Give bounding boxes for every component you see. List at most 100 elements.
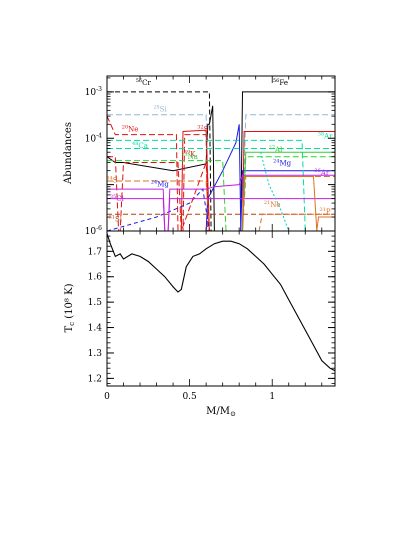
series-line-16: [107, 213, 335, 231]
y-label-sub: c: [68, 322, 76, 326]
bottom-series-group: [107, 233, 335, 372]
bottom-ytick-label: 1.2: [88, 374, 102, 384]
isotope-mass: 20: [122, 125, 128, 131]
isotope-mass: 31: [320, 207, 326, 213]
top-ytick-label: 10-3: [85, 86, 102, 98]
isotope-label-11: 23Na: [181, 152, 198, 161]
series-line-7: [107, 176, 335, 231]
isotope-mass: 39: [184, 150, 190, 156]
series-line-17: [242, 176, 335, 231]
series-line-0: [107, 91, 335, 231]
top-frame: [106, 75, 336, 232]
y-label-unit: (10⁸ K): [64, 283, 75, 321]
isotope-element: Mg: [279, 159, 291, 167]
isotope-element: Ne: [270, 201, 280, 209]
series-line-9: [107, 188, 210, 231]
isotope-element: Si: [115, 216, 123, 224]
isotope-element: P: [326, 208, 331, 216]
x-axis-label: M/M⊙: [206, 406, 236, 418]
isotope-element: Ar: [320, 169, 330, 177]
isotope-label-1: 56Fe: [273, 78, 288, 87]
bottom-ytick-label: 1.4: [88, 324, 103, 334]
isotope-label-16: 21Ne: [264, 200, 281, 209]
isotope-label-13: 36Ar: [314, 168, 329, 177]
isotope-element: Cr: [142, 79, 151, 87]
isotope-label-9: 24Mg: [151, 180, 170, 189]
isotope-mass: 31: [109, 215, 115, 221]
bottom-ytick-label: 1.7: [88, 247, 103, 257]
bottom-xtick-label: 1: [269, 392, 275, 402]
top-ytick-label: 10-4: [85, 132, 102, 144]
isotope-mass: 28: [153, 104, 159, 110]
isotope-mass: 35: [110, 194, 116, 200]
isotope-element: Cl: [116, 195, 124, 203]
bottom-xtick-label: 0: [104, 392, 110, 402]
isotope-element: Ar: [323, 132, 333, 140]
tick-exp: -6: [96, 225, 102, 232]
bottom-panel-temperature: 1.2 1.3 1.4 1.5 1.6 1.7 0 0.5 1 Tc (10⁸ K) M/M⊙: [64, 230, 336, 418]
isotope-label-2: 28Si: [153, 104, 167, 113]
y-label-main: T: [64, 325, 75, 332]
series-line-10: [107, 156, 210, 231]
isotope-element: Si: [160, 105, 168, 113]
isotope-element: Na: [188, 153, 198, 161]
isotope-label-14: 35Cl: [110, 194, 125, 203]
bottom-y-axis-label: Tc (10⁸ K): [64, 283, 76, 332]
isotope-label-17: 31P: [320, 207, 331, 216]
x-label-main: M/M: [206, 406, 230, 417]
bottom-axis-ticks: 1.2 1.3 1.4 1.5 1.6 1.7 0 0.5 1: [88, 231, 335, 402]
tick-base: 10: [85, 134, 97, 144]
isotope-label-0: 56Cr: [136, 78, 152, 87]
isotope-mass: 48: [132, 141, 138, 147]
isotope-label-5: 24Mg: [273, 158, 292, 167]
isotope-element: S: [204, 126, 209, 134]
top-series-group: [107, 91, 335, 231]
tick-exp: -3: [96, 86, 102, 93]
isotope-element: S: [113, 177, 118, 185]
series-line-11: [107, 156, 335, 231]
isotope-mass: 21: [264, 200, 270, 206]
isotope-mass: 56: [273, 78, 279, 84]
bottom-xtick-label: 0.5: [182, 392, 197, 402]
isotope-mass: 23: [181, 152, 187, 158]
bottom-ytick-label: 1.5: [88, 298, 103, 308]
bottom-ytick-label: 1.3: [88, 349, 103, 359]
isotope-mass: 24: [273, 158, 279, 164]
x-label-sub: ⊙: [230, 410, 236, 418]
isotope-label-3: 20Ne: [122, 125, 139, 134]
isotope-mass: 27: [269, 145, 275, 151]
tick-exp: -4: [96, 132, 102, 139]
series-line-18: [260, 152, 290, 231]
isotope-mass: 24: [151, 180, 157, 186]
isotope-mass: 36: [314, 168, 320, 174]
isotope-label-7: 34S: [106, 176, 117, 185]
series-line-12: [107, 151, 335, 231]
isotope-label-4: 32S: [197, 125, 208, 134]
isotope-mass: 56: [136, 78, 142, 84]
series-line-5: [107, 124, 335, 231]
series-line-1: [107, 91, 335, 231]
tick-base: 10: [85, 227, 97, 237]
isotope-mass: 32: [197, 125, 203, 131]
isotope-label-6: 48Ca: [132, 141, 148, 150]
series-line-2: [107, 114, 335, 231]
isotope-label-15: 31Si: [109, 215, 123, 224]
top-ytick-label: 10-6: [85, 225, 102, 237]
bottom-ytick-label: 1.6: [88, 273, 103, 283]
isotope-element: K: [190, 151, 196, 159]
top-y-axis-label: Abundances: [63, 122, 74, 185]
isotope-mass: 34: [106, 176, 112, 182]
isotope-element: Al: [274, 146, 283, 154]
isotope-mass: 38: [318, 131, 324, 137]
bottom-frame: [106, 230, 336, 387]
isotope-label-10: 39K: [184, 150, 196, 159]
series-line-13: [107, 174, 335, 231]
isotope-element: Ca: [138, 142, 148, 150]
isotope-element: Ne: [128, 126, 138, 134]
isotope-label-8: 38Ar: [318, 131, 333, 140]
tick-base: 10: [85, 88, 97, 98]
